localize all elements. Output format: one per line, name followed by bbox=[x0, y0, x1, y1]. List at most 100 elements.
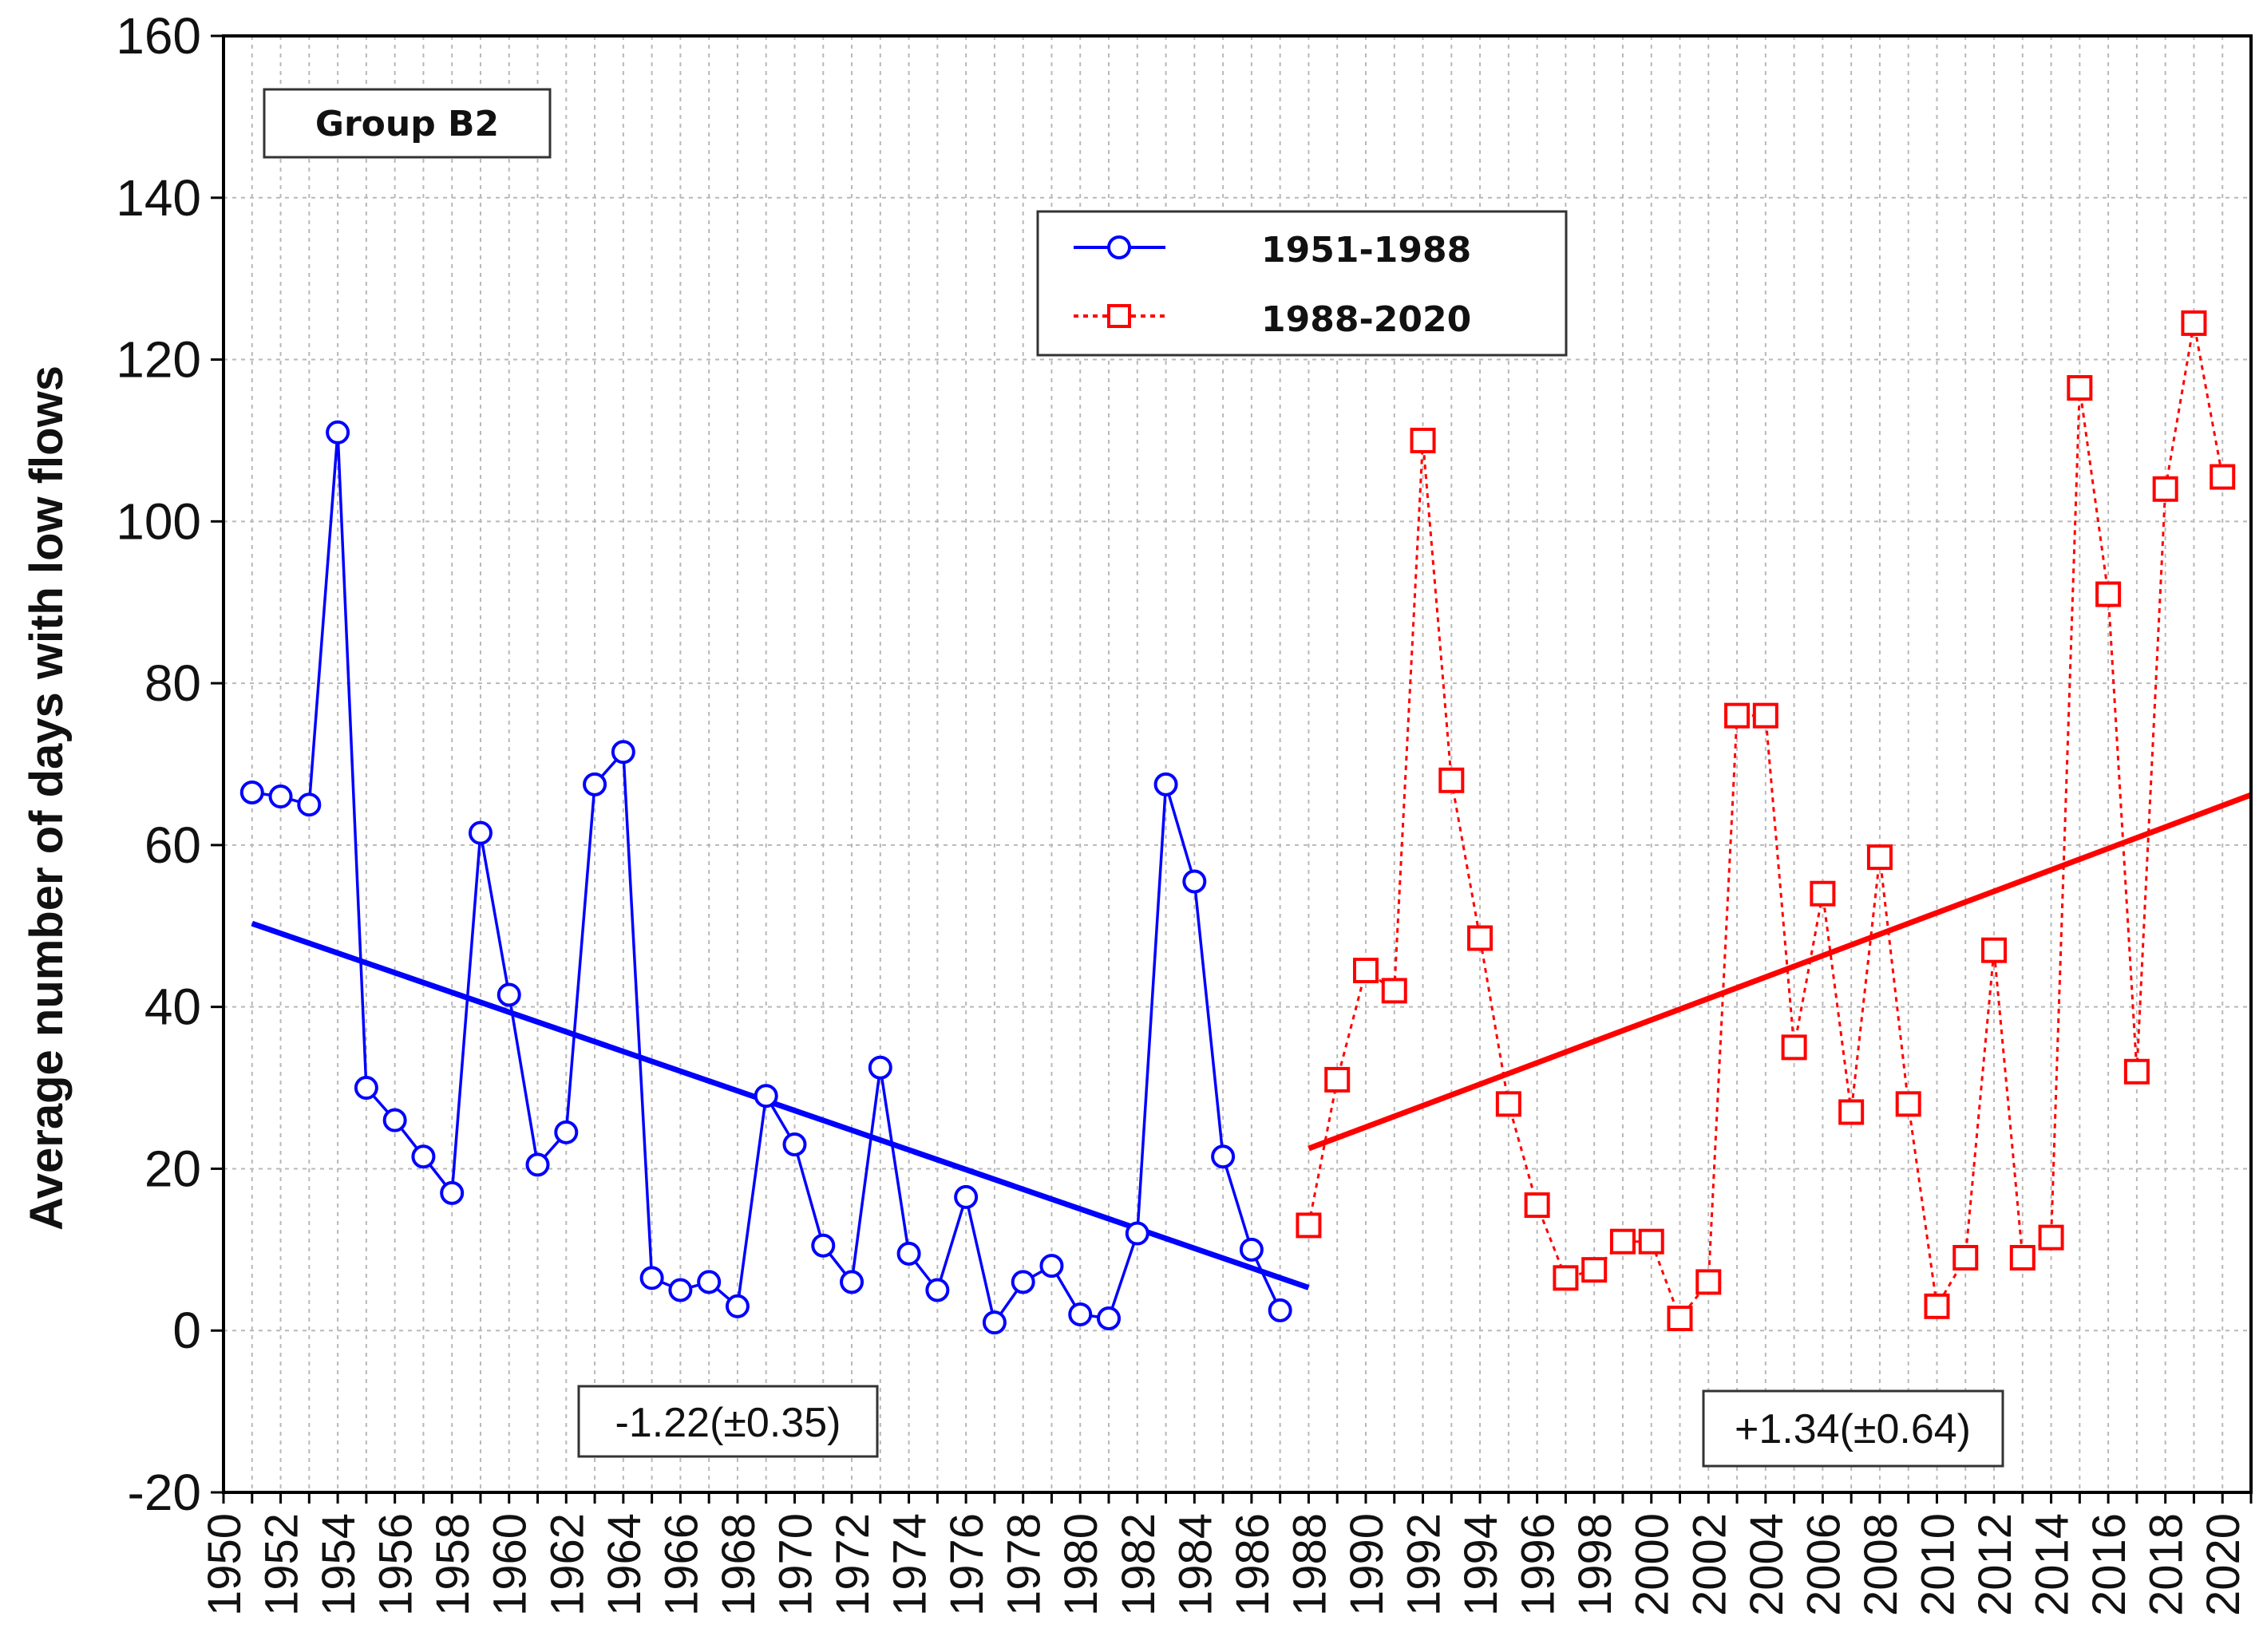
data-point-1951-1988-1984 bbox=[1182, 869, 1207, 894]
data-point-1951-1988-1965 bbox=[639, 1266, 664, 1290]
group-label-box: Group B2 bbox=[263, 88, 552, 159]
x-tick-label: 1974 bbox=[884, 1513, 936, 1616]
data-point-1951-1988-1985 bbox=[1211, 1144, 1236, 1169]
data-point-1988-2020-2004 bbox=[1752, 702, 1778, 729]
legend-label-1951-1988: 1951-1988 bbox=[1261, 230, 1471, 271]
data-point-1951-1988-1987 bbox=[1268, 1298, 1292, 1322]
y-axis-ticks: -20 0 20 40 60 80 100 120 140 160 bbox=[116, 7, 224, 1521]
x-tick-label: 1972 bbox=[827, 1513, 879, 1616]
x-tick-label: 1988 bbox=[1284, 1513, 1335, 1616]
y-tick-label: 20 bbox=[144, 1140, 201, 1197]
data-point-1951-1988-1979 bbox=[1039, 1254, 1064, 1279]
data-point-1988-2020-2008 bbox=[1866, 844, 1893, 871]
data-point-1988-2020-1996 bbox=[1524, 1192, 1550, 1219]
data-point-1951-1988-1953 bbox=[297, 792, 322, 817]
data-point-1988-2020-2009 bbox=[1895, 1091, 1921, 1117]
data-point-1988-2020-2000 bbox=[1638, 1228, 1664, 1255]
trend-label-red-box: +1.34(±0.64) bbox=[1702, 1389, 2004, 1468]
data-point-1951-1988-1967 bbox=[697, 1270, 722, 1294]
x-tick-label: 2008 bbox=[1855, 1513, 1907, 1616]
data-point-1988-2020-1988 bbox=[1296, 1212, 1322, 1239]
data-point-1988-2020-2010 bbox=[1924, 1293, 1950, 1319]
x-tick-label: 1954 bbox=[313, 1513, 365, 1616]
x-gridlines bbox=[251, 36, 2224, 1492]
x-tick-label: 2004 bbox=[1741, 1513, 1793, 1616]
data-point-1951-1988-1973 bbox=[868, 1055, 892, 1080]
data-point-1988-2020-1992 bbox=[1410, 427, 1436, 453]
x-tick-label: 1994 bbox=[1455, 1513, 1507, 1616]
trend-1988-2020 bbox=[1308, 792, 2253, 1152]
data-point-1951-1988-1978 bbox=[1011, 1270, 1035, 1294]
data-point-1951-1988-1970 bbox=[782, 1132, 807, 1157]
trend-label-blue-box: -1.22(±0.35) bbox=[577, 1385, 879, 1458]
data-point-1988-2020-2011 bbox=[1952, 1244, 1979, 1271]
x-tick-label: 2010 bbox=[1912, 1513, 1964, 1616]
y-tick-label: 140 bbox=[116, 169, 201, 227]
legend-box bbox=[1036, 210, 1568, 357]
x-tick-label: 1986 bbox=[1227, 1513, 1279, 1616]
data-point-1951-1988-1962 bbox=[554, 1120, 579, 1144]
x-tick-label: 1950 bbox=[199, 1513, 251, 1616]
x-tick-label: 1960 bbox=[485, 1513, 536, 1616]
data-point-1951-1988-1964 bbox=[611, 740, 635, 765]
x-tick-label: 1964 bbox=[599, 1513, 651, 1616]
legend: 1951-1988 1988-2020 bbox=[1036, 210, 1568, 357]
group-label: Group B2 bbox=[315, 104, 499, 144]
data-point-1951-1988-1976 bbox=[954, 1184, 979, 1209]
legend-label-1988-2020: 1988-2020 bbox=[1261, 299, 1471, 340]
x-tick-label: 1952 bbox=[256, 1513, 308, 1616]
x-tick-label: 1970 bbox=[769, 1513, 821, 1616]
y-tick-label: 160 bbox=[116, 7, 201, 65]
data-point-1988-2020-2012 bbox=[1981, 937, 2008, 963]
x-tick-label: 1982 bbox=[1113, 1513, 1165, 1616]
x-tick-label: 2002 bbox=[1683, 1513, 1735, 1616]
data-point-1951-1988-1969 bbox=[754, 1084, 778, 1109]
x-tick-label: 1962 bbox=[541, 1513, 593, 1616]
data-point-1951-1988-1974 bbox=[896, 1241, 921, 1266]
x-tick-label: 1980 bbox=[1055, 1513, 1107, 1616]
x-tick-label: 1998 bbox=[1569, 1513, 1621, 1616]
data-point-1988-2020-1994 bbox=[1467, 925, 1494, 951]
data-point-1951-1988-1975 bbox=[925, 1278, 950, 1302]
data-point-1988-2020-2005 bbox=[1781, 1034, 1807, 1061]
data-point-1951-1988-1980 bbox=[1068, 1302, 1093, 1326]
trend-label-red: +1.34(±0.64) bbox=[1735, 1406, 1971, 1452]
data-point-1988-2020-2017 bbox=[2123, 1058, 2150, 1085]
x-tick-label: 2014 bbox=[2027, 1513, 2079, 1616]
data-point-1951-1988-1958 bbox=[440, 1180, 465, 1205]
y-tick-label: 120 bbox=[116, 331, 201, 389]
data-point-1951-1988-1981 bbox=[1097, 1306, 1122, 1331]
data-point-1951-1988-1968 bbox=[725, 1294, 750, 1318]
data-point-1988-2020-1989 bbox=[1324, 1066, 1351, 1093]
data-point-1988-2020-1990 bbox=[1352, 958, 1379, 984]
y-tick-label: -20 bbox=[128, 1464, 202, 1521]
x-tick-label: 1978 bbox=[999, 1513, 1050, 1616]
x-tick-label: 2016 bbox=[2083, 1513, 2135, 1616]
data-point-1951-1988-1986 bbox=[1239, 1237, 1264, 1262]
x-tick-label: 2020 bbox=[2198, 1513, 2249, 1616]
data-point-1988-2020-2020 bbox=[2210, 464, 2236, 490]
y-tick-label: 100 bbox=[116, 492, 201, 550]
data-point-1988-2020-2013 bbox=[2009, 1244, 2036, 1271]
x-tick-label: 2012 bbox=[1969, 1513, 2021, 1616]
data-point-1988-2020-1998 bbox=[1581, 1257, 1608, 1283]
data-point-1951-1988-1951 bbox=[239, 780, 264, 804]
legend-swatch-blue-marker bbox=[1107, 235, 1131, 259]
data-point-1951-1988-1960 bbox=[497, 982, 521, 1007]
x-tick-label: 1990 bbox=[1341, 1513, 1393, 1616]
plot-area-border bbox=[222, 34, 2253, 1494]
x-tick-label: 1956 bbox=[370, 1513, 422, 1616]
y-tick-label: 80 bbox=[144, 654, 201, 712]
data-point-1988-2020-2019 bbox=[2181, 310, 2207, 336]
data-point-1988-2020-2007 bbox=[1838, 1099, 1865, 1125]
x-tick-label: 1958 bbox=[427, 1513, 479, 1616]
data-point-1951-1988-1961 bbox=[525, 1152, 550, 1177]
x-tick-label: 1992 bbox=[1399, 1513, 1450, 1616]
x-tick-label: 2018 bbox=[2141, 1513, 2193, 1616]
data-point-1951-1988-1959 bbox=[468, 820, 493, 845]
legend-swatch-red-marker bbox=[1107, 304, 1131, 328]
data-point-1988-2020-2014 bbox=[2038, 1224, 2064, 1251]
y-tick-label: 60 bbox=[144, 816, 201, 874]
data-point-1988-2020-2002 bbox=[1695, 1269, 1722, 1295]
